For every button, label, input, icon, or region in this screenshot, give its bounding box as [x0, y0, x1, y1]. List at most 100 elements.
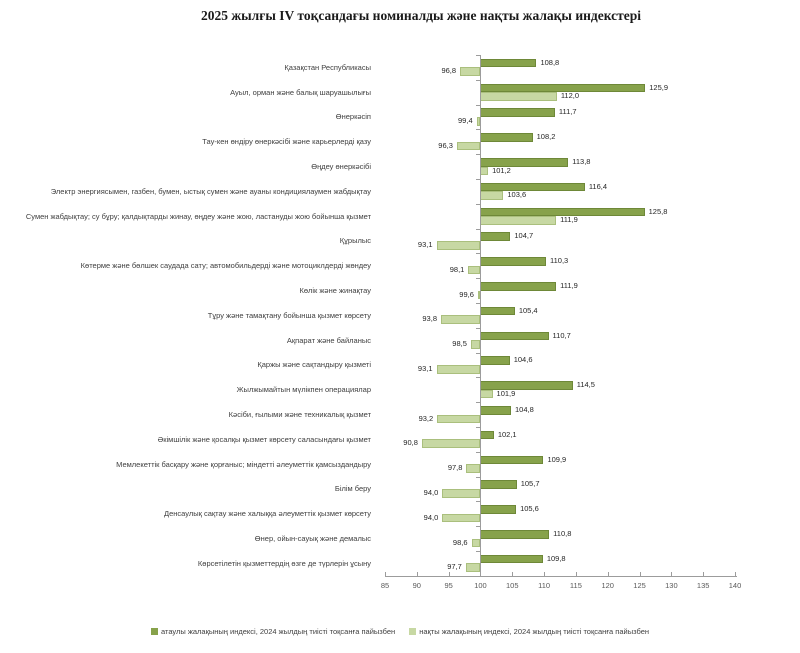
real-value-label: 98,6: [452, 537, 468, 547]
real-value-label: 98,1: [449, 264, 465, 274]
category-plot: 109,9 97,8: [385, 452, 735, 477]
real-wage-bar: [456, 141, 481, 151]
category-axis-tick: [476, 203, 481, 205]
chart-row: Ақпарат және байланыс 110,7 98,5: [0, 328, 735, 353]
category-plot: 105,4 93,8: [385, 303, 735, 328]
value-axis-tick-label: 110: [538, 580, 551, 590]
chart-row: Әкімшілік және қосалқы қызмет көрсету са…: [0, 427, 735, 452]
nominal-wage-bar: [480, 108, 555, 117]
nominal-wage-bar: [480, 356, 510, 365]
category-plot: 110,3 98,1: [385, 253, 735, 278]
nominal-wage-bar: [480, 281, 557, 291]
nominal-value-label: 109,8: [546, 553, 566, 563]
nominal-wage-bar: [480, 58, 537, 68]
chart-row: Өңдеу өнеркәсібі 113,8 101,2: [0, 154, 735, 179]
nominal-wage-bar: [480, 182, 585, 192]
category-axis-tick: [476, 402, 481, 404]
nominal-value-label: 104,6: [513, 355, 533, 365]
nominal-value-label: 108,2: [536, 132, 556, 142]
real-value-label: 99,6: [459, 289, 474, 299]
category-label: Көтерме және бөлшек саудада сату; автомо…: [80, 261, 371, 271]
real-value-label: 103,6: [507, 190, 527, 200]
real-value-label: 97,8: [447, 463, 463, 473]
real-wage-bar: [437, 414, 481, 424]
nominal-value-label: 108,8: [540, 57, 560, 67]
chart-row: Мемлекеттік басқару және қорғаныс; мінде…: [0, 452, 735, 477]
category-label: Сумен жабдықтау; су бұру; қалдықтарды жи…: [25, 211, 371, 221]
chart-rows: Қазақстан Республикасы 108,8 96,8 Ауыл, орм…: [0, 55, 735, 576]
chart-row: Өнеркәсіп 111,7 99,4: [0, 105, 735, 130]
nominal-value-label: 110,7: [552, 330, 571, 340]
category-label: Өнер, ойын-сауық және демалыс: [254, 534, 371, 544]
category-axis-line: [480, 55, 482, 576]
real-wage-bar: [470, 340, 481, 349]
real-value-label: 112,0: [560, 91, 580, 101]
real-wage-bar: [468, 265, 481, 275]
chart-row: Көтерме және бөлшек саудада сату; автомо…: [0, 253, 735, 278]
chart-row: Ауыл, орман және балық шаруашылығы 125,9 1…: [0, 80, 735, 105]
real-value-label: 93,1: [417, 363, 433, 373]
category-label: Электр энергиясымен, газбен, бумен, ысты…: [50, 186, 371, 196]
real-value-label: 96,8: [441, 66, 457, 76]
nominal-value-label: 114,5: [576, 380, 595, 390]
category-label: Мемлекеттік басқару және қорғаныс; мінде…: [116, 459, 371, 469]
category-label: Көлік және жинақтау: [299, 286, 371, 296]
category-plot: 125,8 111,9: [385, 204, 735, 229]
category-plot: 108,2 96,3: [385, 129, 735, 154]
real-value-label: 99,4: [458, 115, 473, 125]
category-axis-tick: [476, 352, 481, 354]
chart-row: Тұру және тамақтану бойынша қызмет көрсе…: [0, 303, 735, 328]
category-label: Өңдеу өнеркәсібі: [311, 162, 371, 172]
real-value-label: 90,8: [403, 438, 418, 448]
category-axis-tick: [476, 154, 481, 156]
legend-swatch-icon: [409, 628, 417, 635]
real-value-label: 93,1: [417, 239, 433, 249]
chart-row: Жылжымайтын мүлікпен операциялар 114,5 101…: [0, 377, 735, 402]
nominal-wage-bar: [480, 554, 543, 564]
value-axis-tick-label: 95: [444, 580, 453, 590]
real-wage-bar: [466, 464, 481, 473]
category-label: Кәсіби, ғылыми және техникалық қызмет: [228, 410, 371, 420]
category-label: Құрылыс: [339, 236, 371, 246]
value-axis-tick-label: 120: [601, 580, 614, 590]
real-wage-bar: [436, 364, 481, 374]
real-value-label: 96,3: [438, 140, 453, 150]
legend-item: атаулы жалақының индексі, 2024 жылдың ти…: [150, 627, 395, 636]
value-axis-tick-label: 140: [728, 580, 742, 590]
category-axis-tick: [476, 451, 481, 453]
category-plot: 108,8 96,8: [385, 55, 735, 80]
real-wage-bar: [471, 538, 481, 548]
category-label: Өнеркәсіп: [335, 112, 371, 122]
category-plot: 104,7 93,1: [385, 229, 735, 254]
real-wage-bar: [480, 92, 557, 101]
nominal-value-label: 102,1: [497, 429, 517, 439]
nominal-wage-bar: [480, 505, 517, 514]
nominal-wage-bar: [480, 232, 511, 241]
category-plot: 104,6 93,1: [385, 353, 735, 378]
category-axis-tick: [476, 303, 481, 304]
nominal-value-label: 116,4: [588, 181, 608, 191]
value-axis-line: [385, 575, 737, 577]
value-axis-tick-label: 135: [696, 580, 710, 590]
category-label: Әкімшілік және қосалқы қызмет көрсету са…: [157, 434, 371, 444]
nominal-wage-bar: [480, 381, 573, 390]
nominal-wage-bar: [480, 331, 549, 341]
value-axis-tick: [639, 571, 641, 576]
chart-row: Сумен жабдықтау; су бұру; қалдықтарды жи…: [0, 204, 735, 229]
real-wage-bar: [477, 290, 481, 300]
real-wage-bar: [476, 116, 481, 126]
category-axis-tick: [476, 253, 481, 255]
value-axis-tick: [575, 571, 577, 576]
value-axis-tick-label: 100: [474, 580, 487, 590]
nominal-value-label: 110,3: [550, 256, 569, 266]
category-label: Білім беру: [334, 484, 371, 494]
nominal-wage-bar: [480, 529, 550, 539]
category-plot: 105,7 94,0: [385, 477, 735, 502]
real-wage-bar: [442, 488, 481, 498]
real-wage-bar: [480, 166, 489, 176]
value-axis-tick-label: 90: [412, 580, 421, 590]
category-plot: 110,8 98,6: [385, 526, 735, 551]
value-axis-tick: [416, 571, 418, 576]
category-axis-tick: [476, 228, 481, 230]
chart-row: Кәсіби, ғылыми және техникалық қызмет 104…: [0, 402, 735, 427]
